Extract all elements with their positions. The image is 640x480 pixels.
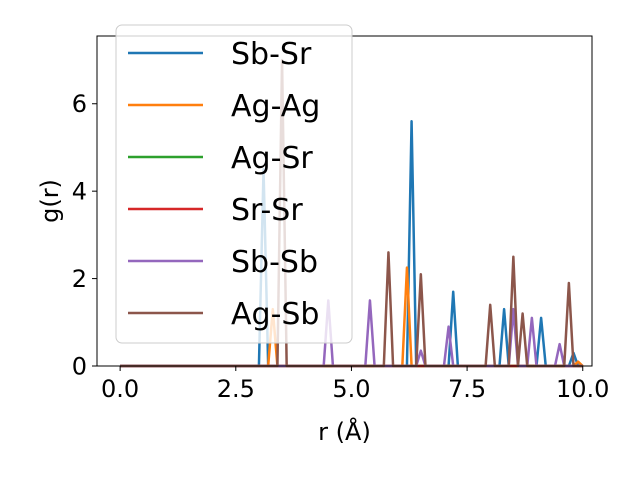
y-tick-label: 2 xyxy=(72,265,87,293)
legend-label-sb-sr: Sb-Sr xyxy=(231,37,312,72)
legend: Sb-Sr Ag-Ag Ag-Sr Sr-Sr Sb-Sb Ag-Sb xyxy=(115,24,353,344)
x-tick-label: 10.0 xyxy=(556,375,609,403)
y-tick-label: 0 xyxy=(72,353,87,381)
x-tick-label: 5.0 xyxy=(332,375,370,403)
y-axis-label: g(r) xyxy=(36,179,64,223)
legend-label-sb-sb: Sb-Sb xyxy=(231,245,318,280)
x-axis-label: r (Å) xyxy=(318,417,371,446)
legend-label-sr-sr: Sr-Sr xyxy=(231,193,303,228)
legend-label-ag-ag: Ag-Ag xyxy=(231,89,320,124)
y-tick-label: 6 xyxy=(72,90,87,118)
legend-frame xyxy=(115,24,353,344)
ticks-layer: 0.0 2.5 5.0 7.5 10.0 0 2 4 6 xyxy=(72,90,610,403)
legend-label-ag-sr: Ag-Sr xyxy=(231,141,313,176)
x-tick-label: 0.0 xyxy=(101,375,139,403)
x-tick-label: 7.5 xyxy=(448,375,486,403)
x-tick-label: 2.5 xyxy=(217,375,255,403)
legend-label-ag-sb: Ag-Sb xyxy=(231,297,319,332)
y-tick-label: 4 xyxy=(72,178,87,206)
